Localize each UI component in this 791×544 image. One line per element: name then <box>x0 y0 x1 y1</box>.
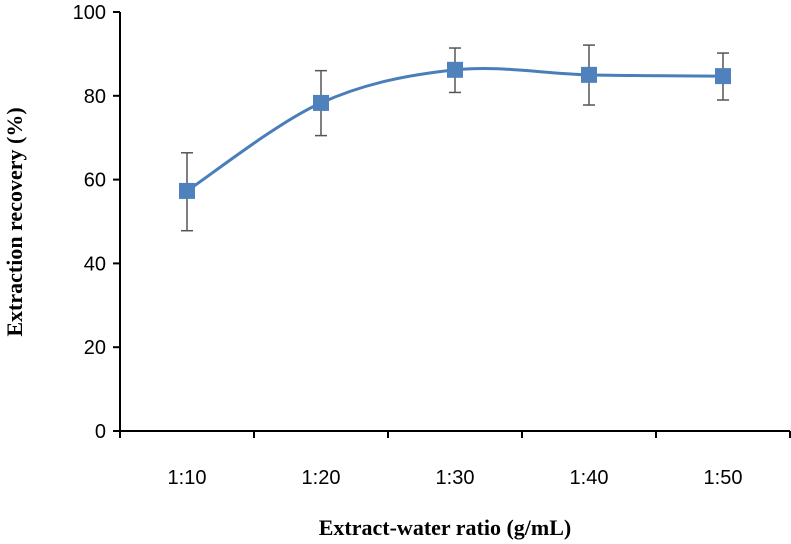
data-markers <box>179 61 731 199</box>
x-tick-label: 1:10 <box>168 467 207 489</box>
data-point-marker <box>581 66 597 83</box>
y-ticks: 0 20 40 60 80 100 <box>73 2 120 443</box>
y-tick-label: 40 <box>84 253 106 275</box>
y-axis-title: Extraction recovery (%) <box>2 107 27 336</box>
x-tick-label: 1:50 <box>704 467 743 489</box>
x-tick-label: 1:40 <box>570 467 609 489</box>
x-tick-label: 1:20 <box>302 467 341 489</box>
axes <box>119 12 790 432</box>
y-tick-label: 20 <box>84 337 106 359</box>
y-tick-label: 80 <box>84 86 106 108</box>
x-axis-title: Extract-water ratio (g/mL) <box>319 515 572 540</box>
y-tick-label: 100 <box>73 2 106 24</box>
data-point-marker <box>313 94 329 111</box>
y-tick-label: 60 <box>84 170 106 192</box>
data-point-marker <box>447 61 463 78</box>
data-point-marker <box>715 68 731 85</box>
x-tick-label: 1:30 <box>436 467 475 489</box>
y-tick-label: 0 <box>95 421 106 443</box>
x-ticks: 1:10 1:20 1:30 1:40 1:50 <box>119 431 791 489</box>
data-point-marker <box>179 182 195 199</box>
